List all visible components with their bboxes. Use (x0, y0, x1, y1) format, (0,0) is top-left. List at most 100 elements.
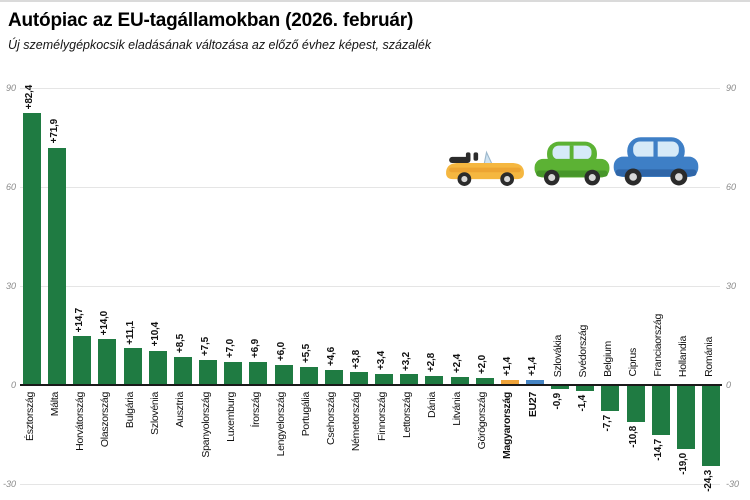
value-label-Dánia: +2,8 (426, 352, 438, 372)
bar-Litvánia (450, 377, 469, 385)
gridline--30 (20, 484, 720, 485)
y-tick-left--30: -30 (2, 479, 16, 489)
value-label-Belgium: -7,7 (602, 415, 614, 432)
y-tick-right--30: -30 (726, 479, 740, 489)
category-label-Görögország: Görögország (476, 392, 489, 450)
value-label-Litvánia: +2,4 (451, 354, 463, 374)
category-label-Románia: Románia (702, 337, 715, 377)
category-label-Belgium: Belgium (601, 341, 614, 377)
green-car-icon (534, 141, 610, 186)
chart-title: Autópiac az EU-tagállamokban (2026. febr… (8, 10, 414, 31)
value-label-Svédország: -1,4 (577, 394, 589, 412)
category-label-Ciprus: Ciprus (627, 348, 640, 377)
value-label-Luxemburg: +7,0 (225, 338, 237, 358)
value-label-Horvátország: +14,7 (74, 308, 86, 333)
bar-Dánia (425, 375, 444, 385)
y-tick-right-60: 60 (726, 182, 737, 192)
category-label-Lengyelország: Lengyelország (275, 392, 287, 457)
y-tick-left-0: 0 (10, 380, 16, 390)
category-label-Svédország: Svédország (576, 324, 589, 377)
value-label-Portugália: +5,5 (300, 343, 312, 363)
value-label-Spanyolország: +7,5 (200, 337, 212, 357)
bar-Ciprus (626, 386, 645, 422)
value-label-Magyarország: +1,4 (501, 357, 513, 377)
blue-car-icon (613, 137, 699, 186)
value-label-Lettország: +3,2 (401, 351, 413, 371)
gridline-60 (20, 187, 720, 188)
bar-Luxemburg (224, 361, 243, 385)
value-label-Románia: -24,3 (703, 470, 715, 492)
bar-Portugália (299, 366, 318, 385)
category-label-Portugália: Portugália (300, 392, 313, 437)
category-label-Spanyolország: Spanyolország (199, 392, 212, 458)
value-label-Finnország: +3,4 (376, 350, 388, 370)
bar-Spanyolország (199, 360, 218, 385)
category-label-EU27: EU27 (526, 392, 539, 418)
category-label-Dánia: Dánia (425, 392, 438, 418)
bar-Bulgária (123, 348, 142, 385)
y-tick-right-90: 90 (726, 83, 737, 93)
bar-Írország (249, 362, 268, 385)
y-tick-left-90: 90 (5, 83, 16, 93)
yellow-convertible-car-icon (446, 150, 524, 186)
value-label-Bulgária: +11,1 (124, 320, 136, 345)
category-label-Franciaország: Franciaország (652, 314, 665, 377)
category-label-Észtország: Észtország (23, 392, 36, 441)
value-label-Olaszország: +14,0 (99, 310, 111, 335)
category-label-Ausztria: Ausztria (174, 392, 187, 428)
bar-Olaszország (98, 338, 117, 385)
y-tick-right-0: 0 (726, 380, 732, 390)
category-label-Írország: Írország (249, 392, 262, 428)
value-label-Ciprus: -10,8 (627, 425, 639, 448)
value-label-Szlovákia: -0,9 (552, 392, 564, 410)
bar-Magyarország (500, 380, 519, 385)
value-label-Görögország: +2,0 (476, 355, 488, 375)
value-label-Franciaország: -14,7 (652, 438, 664, 461)
category-label-Lettország: Lettország (400, 392, 413, 439)
bar-Románia (702, 386, 721, 467)
bar-Németország (349, 372, 368, 385)
bar-Hollandia (676, 386, 695, 449)
bar-Csehország (324, 369, 343, 385)
value-label-Írország: +6,9 (250, 339, 262, 359)
bar-Ausztria (173, 356, 192, 385)
category-label-Finnország: Finnország (375, 392, 388, 441)
category-label-Szlovénia: Szlovénia (149, 392, 162, 435)
category-label-Magyarország: Magyarország (501, 392, 514, 460)
value-label-EU27: +1,4 (527, 357, 538, 377)
bar-Svédország (576, 386, 595, 391)
gridline-30 (20, 286, 720, 287)
category-label-Olaszország: Olaszország (98, 392, 111, 448)
bar-Finnország (375, 373, 394, 385)
bar-Horvátország (73, 336, 92, 385)
chart-subtitle: Új személygépkocsik eladásának változása… (8, 38, 432, 52)
bar-Szlovénia (148, 350, 167, 385)
bar-Görögország (475, 378, 494, 385)
value-label-Málta: +71,9 (49, 119, 61, 144)
y-tick-left-60: 60 (5, 182, 16, 192)
value-label-Németország: +3,8 (350, 349, 362, 369)
bar-Szlovákia (551, 386, 570, 389)
category-label-Horvátország: Horvátország (73, 392, 86, 451)
bar-Észtország (23, 113, 41, 385)
category-label-Hollandia: Hollandia (677, 335, 690, 377)
value-label-Csehország: +4,6 (325, 346, 337, 366)
value-label-Lengyelország: +6,0 (275, 342, 287, 362)
y-tick-right-30: 30 (726, 281, 737, 291)
category-label-Luxemburg: Luxemburg (224, 392, 237, 442)
bar-Franciaország (651, 386, 670, 435)
value-label-Hollandia: -19,0 (677, 452, 689, 475)
bar-EU27 (526, 380, 544, 385)
value-label-Szlovénia: +10,4 (149, 322, 161, 347)
bar-Lengyelország (274, 365, 293, 385)
category-label-Csehország: Csehország (325, 392, 338, 446)
x-axis-line (20, 384, 722, 386)
bar-Málta (48, 147, 67, 385)
bar-Lettország (400, 374, 419, 385)
value-label-Észtország: +82,4 (24, 84, 35, 110)
category-label-Málta: Málta (48, 392, 61, 417)
bar-Belgium (601, 386, 620, 412)
value-label-Ausztria: +8,5 (174, 334, 186, 353)
